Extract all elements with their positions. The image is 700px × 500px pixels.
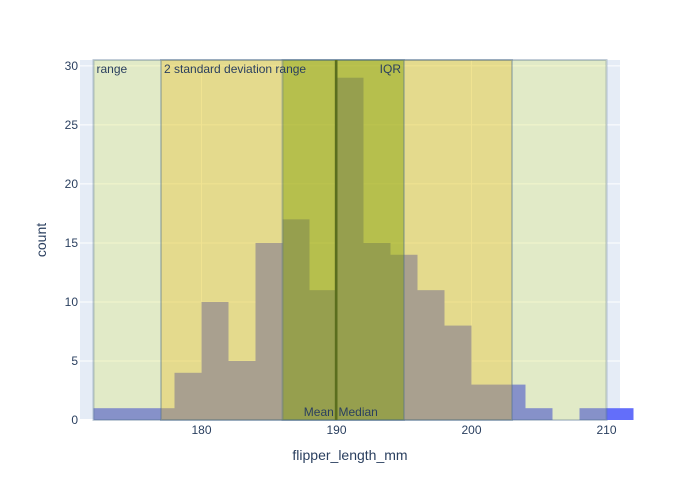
histogram-bar xyxy=(363,242,391,420)
shaded-region xyxy=(92,59,608,421)
y-tick-label: 10 xyxy=(65,295,79,309)
region-label: range xyxy=(97,62,128,76)
histogram-bar xyxy=(444,325,472,420)
histogram-bar xyxy=(147,408,175,420)
histogram-bar xyxy=(579,408,607,420)
y-axis-title: count xyxy=(33,223,49,257)
histogram-bar xyxy=(93,408,121,420)
histogram-bars xyxy=(93,77,634,420)
x-axis-title: flipper_length_mm xyxy=(292,447,407,463)
histogram-bar xyxy=(309,290,337,420)
histogram-bar xyxy=(228,360,256,420)
y-tick-label: 30 xyxy=(65,59,79,73)
region-label: IQR xyxy=(380,62,402,76)
y-tick-label: 5 xyxy=(71,354,78,368)
histogram-bar xyxy=(282,219,310,420)
histogram-bar xyxy=(201,301,229,420)
region-label: 2 standard deviation range xyxy=(164,62,306,76)
reference-line-label: Median xyxy=(339,405,378,419)
histogram-bar xyxy=(525,408,553,420)
x-tick-label: 210 xyxy=(596,423,616,437)
y-axis-ticks: 0 5 10 15 20 25 30 xyxy=(65,59,79,427)
y-tick-label: 15 xyxy=(65,236,79,250)
reference-line-label: Mean xyxy=(304,405,334,419)
histogram-bar xyxy=(606,408,634,420)
shaded-region xyxy=(281,59,405,421)
y-tick-label: 20 xyxy=(65,177,79,191)
histogram-bar xyxy=(336,77,364,420)
histogram-bar xyxy=(255,242,283,420)
y-tick-label: 25 xyxy=(65,118,79,132)
x-tick-label: 180 xyxy=(191,423,211,437)
annotation-labels: range 2 standard deviation range IQR Mean Me… xyxy=(97,62,402,419)
y-tick-label: 0 xyxy=(71,413,78,427)
histogram-bar xyxy=(471,384,499,420)
reference-lines xyxy=(334,60,338,420)
annotation-rectangles xyxy=(92,59,608,421)
x-tick-label: 200 xyxy=(461,423,481,437)
histogram-bar xyxy=(174,372,202,420)
histogram-bar xyxy=(498,384,526,420)
histogram-bar xyxy=(417,290,445,420)
x-axis-ticks: 180 190 200 210 xyxy=(191,423,616,437)
histogram-bar xyxy=(390,254,418,420)
x-tick-label: 190 xyxy=(326,423,346,437)
histogram-bar xyxy=(120,408,148,420)
